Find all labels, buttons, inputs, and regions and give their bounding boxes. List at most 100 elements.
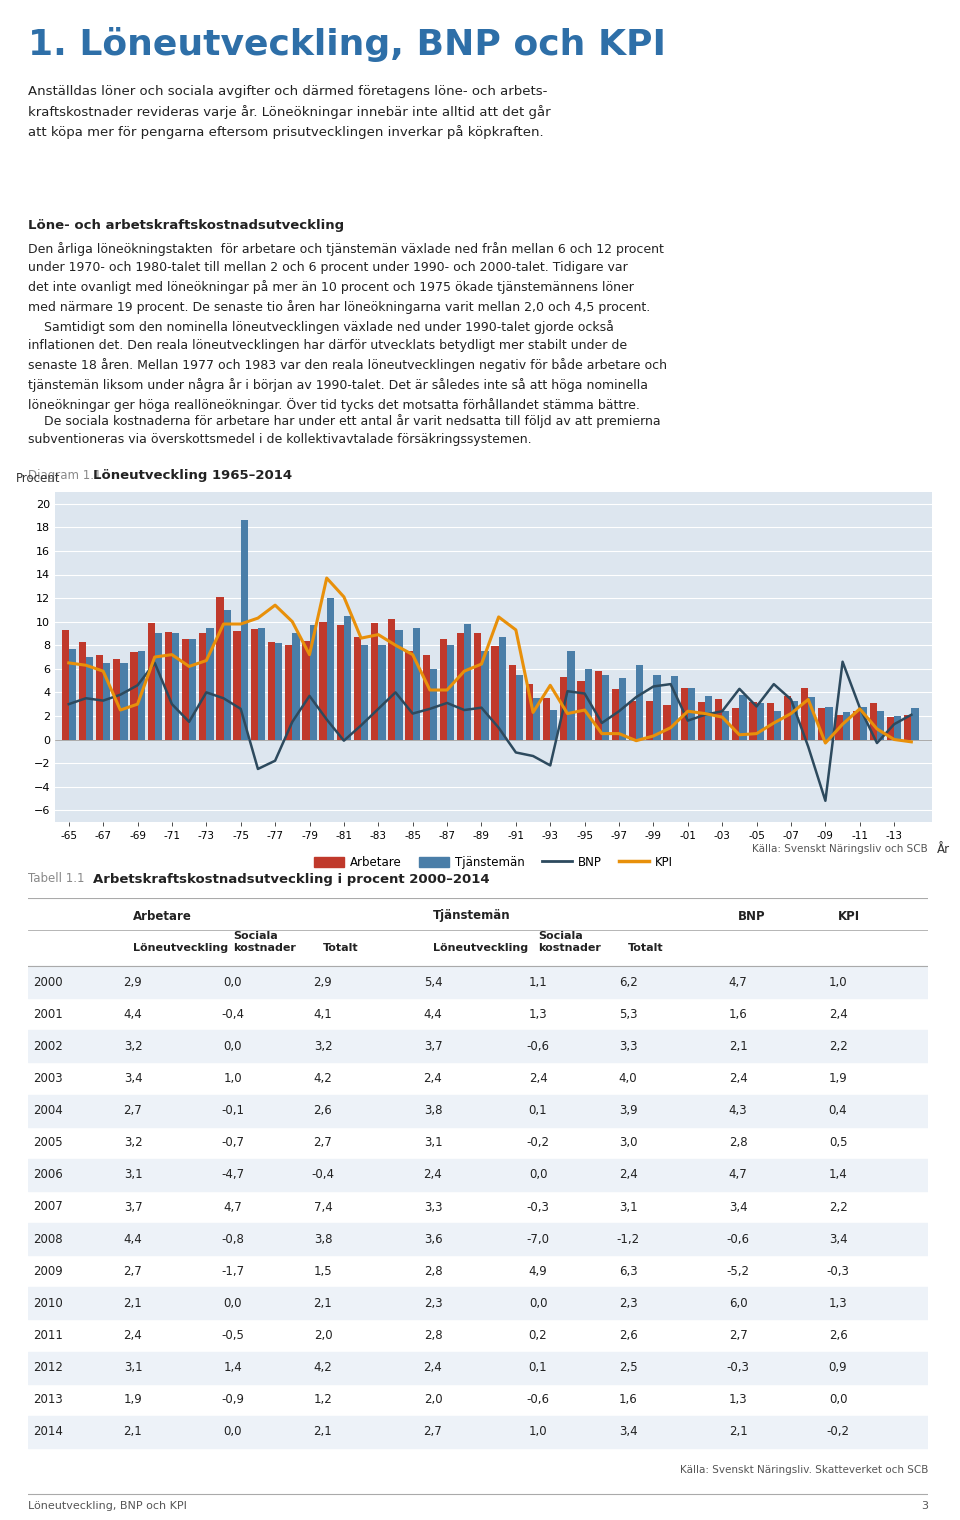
Bar <box>705 696 712 740</box>
Text: 2,3: 2,3 <box>423 1297 443 1310</box>
Text: -0,2: -0,2 <box>827 1426 850 1438</box>
Text: -0,7: -0,7 <box>222 1137 245 1149</box>
Bar <box>543 698 550 740</box>
Text: 3,1: 3,1 <box>423 1137 443 1149</box>
Text: Arbetare: Arbetare <box>133 909 192 923</box>
Bar <box>79 641 86 740</box>
Text: 2009: 2009 <box>33 1265 62 1278</box>
Text: Totalt: Totalt <box>323 942 359 953</box>
Text: 4,2: 4,2 <box>314 1362 332 1374</box>
Bar <box>372 623 378 740</box>
Text: -0,2: -0,2 <box>526 1137 549 1149</box>
Text: 2,8: 2,8 <box>423 1328 443 1342</box>
Bar <box>189 640 197 740</box>
Text: 1,0: 1,0 <box>224 1072 242 1085</box>
Bar <box>120 663 128 740</box>
Text: 2003: 2003 <box>33 1072 62 1085</box>
Text: 2,9: 2,9 <box>124 976 142 988</box>
Text: 3: 3 <box>921 1502 928 1511</box>
Bar <box>860 707 867 740</box>
Bar <box>148 623 155 740</box>
Text: 3,3: 3,3 <box>423 1201 443 1213</box>
Text: 4,4: 4,4 <box>423 1008 443 1021</box>
Text: 2000: 2000 <box>33 976 62 988</box>
Bar <box>722 711 730 740</box>
Text: 1,3: 1,3 <box>729 1394 747 1406</box>
Text: 7,4: 7,4 <box>314 1201 332 1213</box>
Bar <box>843 713 850 740</box>
Text: 1. Löneutveckling, BNP och KPI: 1. Löneutveckling, BNP och KPI <box>28 26 666 61</box>
Text: 3,2: 3,2 <box>314 1040 332 1053</box>
Text: Löneutveckling: Löneutveckling <box>133 942 228 953</box>
Text: Löneutveckling 1965–2014: Löneutveckling 1965–2014 <box>93 470 292 482</box>
Bar <box>165 632 172 740</box>
Text: 2,6: 2,6 <box>828 1328 848 1342</box>
Text: 3,1: 3,1 <box>618 1201 637 1213</box>
Bar <box>887 717 894 740</box>
Text: 2012: 2012 <box>33 1362 62 1374</box>
Text: 2,4: 2,4 <box>618 1169 637 1181</box>
Text: 2,4: 2,4 <box>423 1072 443 1085</box>
Bar <box>302 640 309 740</box>
Bar <box>852 711 860 740</box>
Text: 6,3: 6,3 <box>618 1265 637 1278</box>
Bar <box>268 641 276 740</box>
Text: 2005: 2005 <box>33 1137 62 1149</box>
Text: Diagram 1.1: Diagram 1.1 <box>28 470 109 482</box>
Text: 0,0: 0,0 <box>529 1169 547 1181</box>
Text: -0,6: -0,6 <box>526 1040 549 1053</box>
Text: 2006: 2006 <box>33 1169 62 1181</box>
Text: 2,7: 2,7 <box>314 1137 332 1149</box>
Text: 3,8: 3,8 <box>423 1104 443 1117</box>
Text: 3,9: 3,9 <box>618 1104 637 1117</box>
Bar <box>440 640 447 740</box>
Bar <box>465 625 471 740</box>
Text: Anställdas löner och sociala avgifter och därmed företagens löne- och arbets-
kr: Anställdas löner och sociala avgifter oc… <box>28 85 551 140</box>
Text: 4,7: 4,7 <box>729 976 748 988</box>
Text: 0,0: 0,0 <box>529 1297 547 1310</box>
Bar <box>671 676 678 740</box>
Bar <box>206 628 213 740</box>
Text: 1,0: 1,0 <box>529 1426 547 1438</box>
Text: 5,4: 5,4 <box>423 976 443 988</box>
Text: 0,0: 0,0 <box>828 1394 848 1406</box>
Bar <box>28 1224 928 1256</box>
Text: 2001: 2001 <box>33 1008 62 1021</box>
Text: -0,9: -0,9 <box>222 1394 245 1406</box>
Text: -4,7: -4,7 <box>222 1169 245 1181</box>
Bar <box>344 616 351 740</box>
Bar <box>646 701 654 740</box>
Bar <box>103 663 110 740</box>
Bar <box>698 702 705 740</box>
Text: Procent: Procent <box>15 473 60 485</box>
Legend: Arbetare, Tjänstemän, BNP, KPI: Arbetare, Tjänstemän, BNP, KPI <box>310 851 678 874</box>
Text: 2,9: 2,9 <box>314 976 332 988</box>
Bar <box>28 1287 928 1319</box>
Text: Källa: Svenskt Näringsliv. Skatteverket och SCB: Källa: Svenskt Näringsliv. Skatteverket … <box>680 1465 928 1474</box>
Text: 2,0: 2,0 <box>314 1328 332 1342</box>
Text: 1,1: 1,1 <box>529 976 547 988</box>
Text: 6,0: 6,0 <box>729 1297 747 1310</box>
Text: 2,2: 2,2 <box>828 1201 848 1213</box>
Bar <box>354 637 361 740</box>
Text: 2,8: 2,8 <box>423 1265 443 1278</box>
Text: 3,7: 3,7 <box>124 1201 142 1213</box>
Text: 1,0: 1,0 <box>828 976 848 988</box>
Text: Tjänstemän: Tjänstemän <box>433 909 511 923</box>
Text: 2,4: 2,4 <box>423 1169 443 1181</box>
Bar <box>181 640 189 740</box>
Bar <box>292 634 300 740</box>
Text: -0,6: -0,6 <box>526 1394 549 1406</box>
Bar <box>877 711 884 740</box>
Bar <box>774 711 781 740</box>
Bar <box>61 629 69 740</box>
Text: 2,5: 2,5 <box>618 1362 637 1374</box>
Text: 4,2: 4,2 <box>314 1072 332 1085</box>
Text: 2,4: 2,4 <box>124 1328 142 1342</box>
Bar <box>28 967 928 999</box>
Text: 2,7: 2,7 <box>423 1426 443 1438</box>
Text: Arbetskraftskostnadsutveckling i procent 2000–2014: Arbetskraftskostnadsutveckling i procent… <box>93 872 490 886</box>
Text: -0,3: -0,3 <box>827 1265 850 1278</box>
Text: 0,0: 0,0 <box>224 1297 242 1310</box>
Bar <box>285 644 292 740</box>
